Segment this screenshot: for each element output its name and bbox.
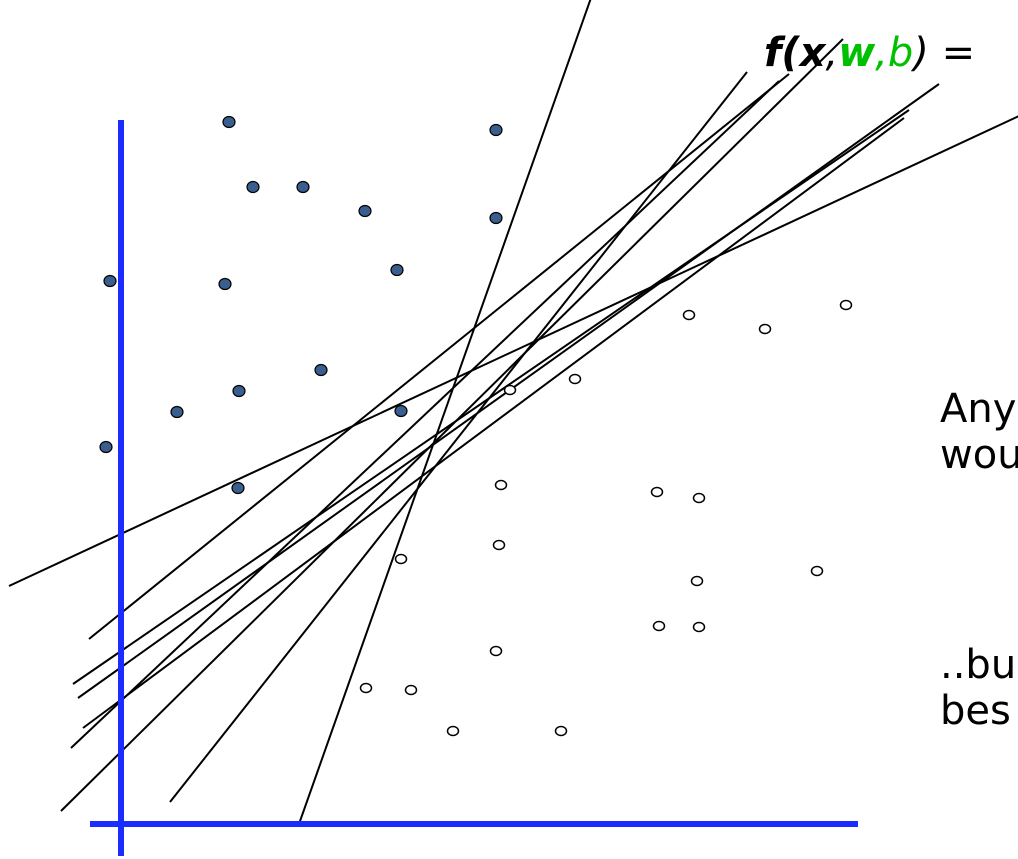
formula-comma-2: , [875,30,888,76]
hollow-point-2 [682,309,696,321]
formula-close: ) = [913,30,976,76]
hollow-point-18 [446,725,460,737]
separating-line-3 [298,0,592,825]
separating-line-9 [169,71,748,803]
separating-line-5 [88,73,790,640]
filled-point-9 [218,277,232,291]
filled-point-4 [296,180,310,194]
separating-line-4 [70,80,780,749]
hollow-point-15 [489,645,503,657]
formula-comma-1: , [825,30,839,76]
filled-point-14 [394,404,408,418]
filled-point-1 [103,274,117,288]
formula-b: b [887,30,914,76]
filled-point-10 [99,440,113,454]
formula-x: x [799,30,826,76]
hollow-point-11 [690,575,704,587]
hollow-point-19 [554,725,568,737]
caption-line-3: ..bu [940,642,1017,688]
filled-point-2 [222,115,236,129]
hollow-point-16 [359,682,373,694]
formula-f: f [764,30,782,76]
filled-point-11 [170,405,184,419]
filled-point-13 [314,363,328,377]
caption-line-2: wou [940,432,1018,478]
hollow-point-12 [810,565,824,577]
hollow-point-10 [394,553,408,565]
filled-point-8 [489,211,503,225]
separating-line-1 [8,115,1018,587]
filled-point-7 [489,123,503,137]
hollow-point-14 [692,621,706,633]
caption-line-1: Any [940,386,1017,432]
hollow-point-8 [692,492,706,504]
separating-lines [8,0,1018,825]
hollow-point-1 [839,299,853,311]
hollow-point-9 [492,539,506,551]
classifier-formula: f(x,w,b) = [764,30,975,76]
caption-any-would: Any wou [940,386,1018,478]
hollow-point-6 [494,479,508,491]
filled-point-6 [390,263,404,277]
formula-w: w [838,30,876,76]
filled-point-12 [232,384,246,398]
formula-open-paren: ( [781,30,800,76]
filled-point-3 [246,180,260,194]
hollow-point-17 [404,684,418,696]
filled-point-5 [358,204,372,218]
data-points [99,115,853,737]
hollow-point-13 [652,620,666,632]
hollow-point-4 [568,373,582,385]
separating-line-8 [82,117,905,729]
filled-point-15 [231,481,245,495]
hollow-point-7 [650,486,664,498]
caption-line-4: bes [940,688,1011,734]
hollow-point-5 [503,384,517,396]
hollow-point-3 [758,323,772,335]
axes [90,120,858,856]
separating-line-2 [60,38,844,812]
caption-but-best: ..bu bes [940,642,1016,734]
